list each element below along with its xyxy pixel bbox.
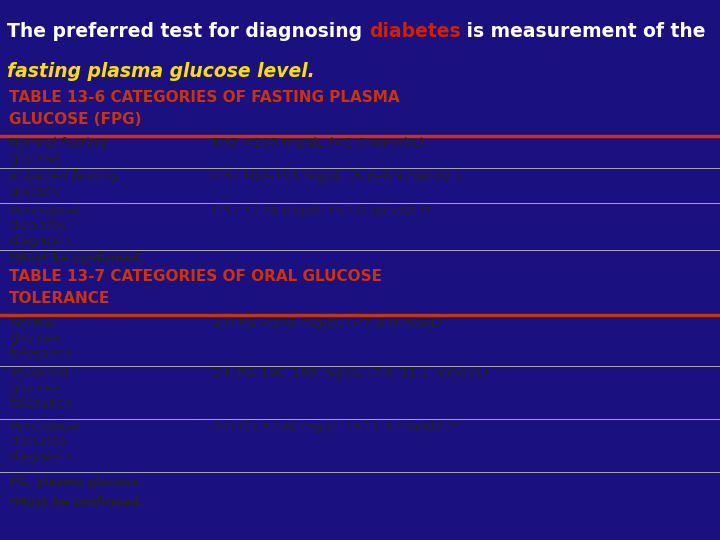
Text: 2-h PG <140 mg/dL (<7.8 mmol/L): 2-h PG <140 mg/dL (<7.8 mmol/L) (212, 317, 444, 330)
Text: 2 h PG 140–199 mg/dL (7.8–11.1 mmol/L): 2 h PG 140–199 mg/dL (7.8–11.1 mmol/L) (212, 367, 489, 381)
Text: *Must be confirmed.: *Must be confirmed. (9, 496, 145, 509)
Text: 2-h PG ≤200 mg/dL (≤11.1 mmol/L)*: 2-h PG ≤200 mg/dL (≤11.1 mmol/L)* (212, 420, 459, 434)
Text: Normal fasting
glucose: Normal fasting glucose (9, 137, 107, 165)
Text: GLUCOSE (FPG): GLUCOSE (FPG) (9, 112, 142, 127)
Text: FPG <100 mg/dL (<5.6 mmol/L): FPG <100 mg/dL (<5.6 mmol/L) (212, 137, 425, 151)
Text: Impaired fasting
glucose: Impaired fasting glucose (9, 170, 118, 198)
Text: Normal
glucose
tolerance: Normal glucose tolerance (9, 317, 73, 360)
Text: Impaired
glucose
tolerance: Impaired glucose tolerance (9, 367, 73, 410)
Text: TOLERANCE: TOLERANCE (9, 291, 111, 306)
Text: The preferred test for diagnosing: The preferred test for diagnosing (7, 22, 369, 42)
Text: diabetes: diabetes (369, 22, 461, 42)
Text: Provisional
diabetes
diagnosis: Provisional diabetes diagnosis (9, 420, 81, 463)
Text: FPG ≤126 mg/dL (≤7.0 mmol/L)*: FPG ≤126 mg/dL (≤7.0 mmol/L)* (212, 204, 432, 217)
Text: is measurement of the: is measurement of the (461, 22, 706, 42)
Text: TABLE 13-7 CATEGORIES OF ORAL GLUCOSE: TABLE 13-7 CATEGORIES OF ORAL GLUCOSE (9, 268, 382, 284)
Text: Provisional
diabetes
diagnosis: Provisional diabetes diagnosis (9, 204, 81, 247)
Text: TABLE 13-6 CATEGORIES OF FASTING PLASMA: TABLE 13-6 CATEGORIES OF FASTING PLASMA (9, 90, 400, 105)
Text: FPG 100–125 mg/dL (5.6–6.9 mmol/L): FPG 100–125 mg/dL (5.6–6.9 mmol/L) (212, 170, 462, 183)
Text: *Must be confirmed.: *Must be confirmed. (9, 252, 145, 266)
Text: PG, plasma glucose.: PG, plasma glucose. (9, 476, 143, 489)
Text: fasting plasma glucose level.: fasting plasma glucose level. (7, 62, 315, 82)
